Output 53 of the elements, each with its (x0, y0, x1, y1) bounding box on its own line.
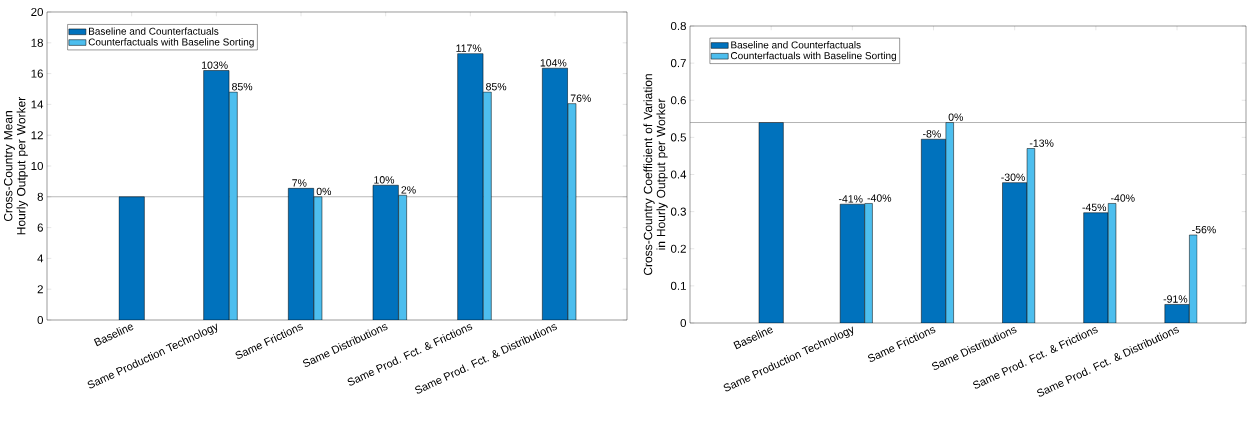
bar (921, 138, 946, 323)
y-tick-label: 14 (31, 100, 44, 109)
y-tick-label: 0.1 (670, 281, 686, 290)
y-axis-title: Cross-Country Coefficient of Variation in Hourly Output per Worker (643, 74, 668, 276)
annotation: -45% (1082, 203, 1107, 212)
y-tick-label: 6 (37, 223, 43, 232)
y-tick-label: 0 (37, 315, 44, 325)
y-tick-label: 0 (680, 318, 687, 328)
y-tick-label: 10 (31, 161, 44, 171)
annotation: 0% (948, 113, 963, 121)
bar (1083, 212, 1109, 323)
y-tick-label: 20 (31, 7, 44, 17)
annotation: 85% (486, 82, 507, 91)
y-tick-label: 18 (31, 38, 43, 47)
y-tick-label: 16 (31, 69, 43, 78)
annotation: 2% (401, 186, 416, 194)
annotation: 76% (570, 94, 591, 102)
annotation: 104% (540, 59, 567, 67)
legend-label: Baseline and Counterfactuals (88, 27, 219, 35)
y-tick-label: 0.2 (670, 244, 686, 253)
annotation: -13% (1029, 139, 1054, 147)
bar (1002, 182, 1028, 323)
legend-label: Counterfactuals with Baseline Sorting (88, 38, 254, 48)
y-tick-label: 0.8 (670, 21, 686, 31)
y-tick-label: 12 (31, 131, 43, 140)
annotation: -8% (923, 130, 941, 138)
y-tick-label: 0.4 (670, 170, 687, 179)
annotation: -56% (1192, 225, 1216, 234)
annotation: 7% (292, 179, 307, 187)
y-axis-title: Cross-Country Mean Hourly Output per Worker (3, 96, 28, 235)
annotation: -41% (838, 195, 863, 203)
bar (864, 203, 873, 323)
annotation: 85% (232, 82, 253, 91)
y-tick-label: 4 (37, 254, 44, 263)
y-tick-label: 0.6 (670, 96, 686, 105)
annotation: -30% (1001, 173, 1025, 181)
annotation: 117% (456, 44, 482, 52)
annotation: -40% (867, 194, 892, 202)
legend-label: Baseline and Counterfactuals (731, 41, 861, 49)
bar (1164, 304, 1190, 323)
y-tick-label: 0.3 (670, 207, 686, 216)
y-tick-label: 8 (37, 192, 43, 201)
y-tick-label: 2 (37, 285, 43, 294)
annotation: 10% (374, 176, 395, 184)
annotation: -40% (1111, 194, 1135, 202)
bar (839, 203, 865, 323)
annotation: 103% (202, 61, 228, 69)
annotation: 0% (316, 187, 332, 196)
annotation: -91% (1163, 295, 1188, 303)
bar (758, 122, 784, 323)
legend-label: Counterfactuals with Baseline Sorting (730, 51, 896, 62)
y-tick-label: 0.5 (670, 133, 686, 142)
y-tick-label: 0.7 (670, 59, 686, 68)
